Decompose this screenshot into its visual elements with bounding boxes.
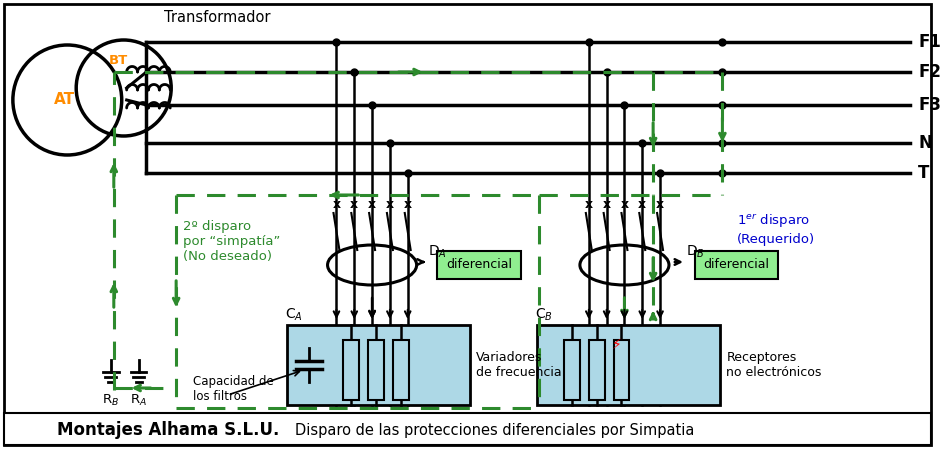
Text: D$_A$: D$_A$ [428,244,447,260]
Text: F3: F3 [918,96,940,114]
Text: diferencial: diferencial [702,259,768,272]
Bar [613,340,629,400]
Text: F2: F2 [918,63,940,81]
Text: x: x [332,198,340,211]
Bar [4,413,930,445]
FancyBboxPatch shape [437,251,520,279]
Bar [537,325,719,405]
Text: 1$^{er}$ disparo
(Requerido): 1$^{er}$ disparo (Requerido) [736,213,815,246]
FancyBboxPatch shape [694,251,777,279]
Text: Capacidad de
los filtros: Capacidad de los filtros [193,375,274,403]
Text: Transformador: Transformador [164,10,271,26]
Text: F1: F1 [918,33,940,51]
Text: 2º disparo
por “simpatía”
(No deseado): 2º disparo por “simpatía” (No deseado) [183,220,280,263]
Text: x: x [403,198,412,211]
Text: x: x [655,198,664,211]
Text: R$_B$: R$_B$ [102,392,119,408]
Text: diferencial: diferencial [446,259,512,272]
Text: N: N [918,134,931,152]
Text: x: x [637,198,646,211]
Bar [588,340,604,400]
Bar [368,340,383,400]
Text: C$_B$: C$_B$ [535,307,552,323]
Text: Receptores
no electrónicos: Receptores no electrónicos [726,351,821,379]
Bar [287,325,469,405]
Text: x: x [385,198,394,211]
Text: Montajes Alhama S.L.U.: Montajes Alhama S.L.U. [57,421,279,439]
Text: x: x [350,198,358,211]
Text: R$_A$: R$_A$ [130,392,147,408]
Bar [564,340,580,400]
Text: T: T [918,164,929,182]
Text: x: x [367,198,376,211]
Text: x: x [602,198,610,211]
Bar [343,340,359,400]
Text: x: x [584,198,592,211]
Text: D$_B$: D$_B$ [685,244,704,260]
Text: ⚡: ⚡ [611,338,621,352]
Text: x: x [619,198,628,211]
Text: AT: AT [54,92,75,107]
Text: C$_A$: C$_A$ [285,307,302,323]
Text: BT: BT [109,53,128,66]
Bar [393,340,408,400]
Text: Disparo de las protecciones diferenciales por Simpatia: Disparo de las protecciones diferenciale… [295,423,694,437]
Text: Variadores
de frecuencia: Variadores de frecuencia [476,351,561,379]
